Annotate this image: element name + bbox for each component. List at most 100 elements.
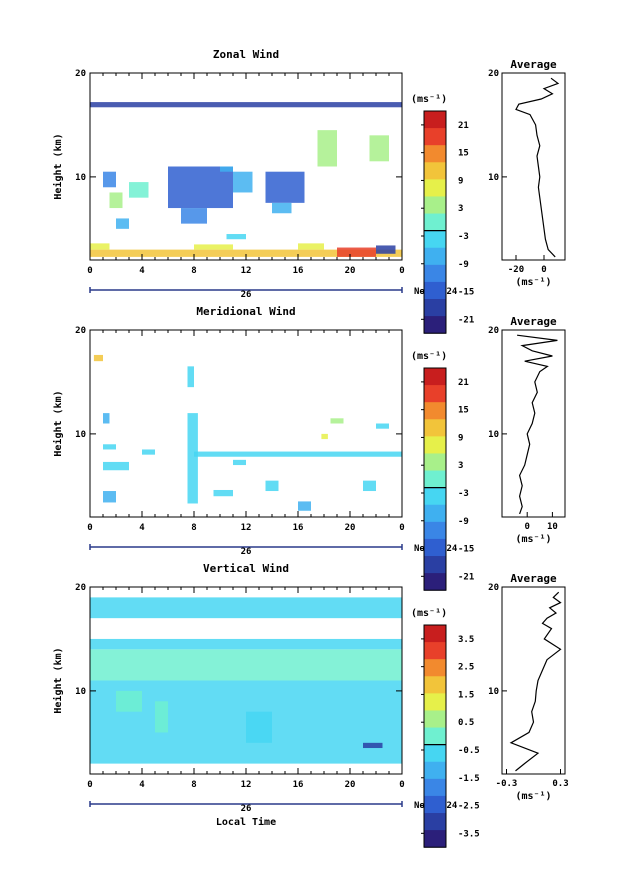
heatmap-cell — [155, 701, 168, 733]
y-axis-label: Height (km) — [52, 133, 64, 199]
colorbar-segment — [424, 196, 446, 215]
profile-frame — [501, 329, 566, 518]
heatmap-cell — [187, 366, 194, 388]
profile-x-tick-label: 0 — [524, 522, 529, 532]
colorbar-segment — [424, 230, 446, 249]
colorbar-segment — [424, 162, 446, 180]
colorbar-segment — [424, 538, 446, 557]
colorbar-tick-label: 3.5 — [458, 635, 474, 645]
colorbar-segment — [424, 281, 446, 300]
profile-title: Average — [510, 572, 557, 585]
profile-y-tick-label: 10 — [488, 430, 499, 440]
colorbar-segment — [424, 145, 446, 163]
colorbar-segment — [424, 573, 446, 591]
colorbar-unit: (ms⁻¹) — [411, 608, 447, 619]
panel-title: Vertical Wind — [203, 562, 289, 575]
heatmap-cell — [233, 171, 253, 193]
profile-line — [515, 77, 560, 258]
colorbar-segment — [424, 179, 446, 197]
heatmap-cell — [363, 480, 376, 492]
colorbar-segment — [424, 693, 446, 711]
colorbar-segment — [424, 487, 446, 506]
heatmap-cell — [103, 413, 110, 424]
colorbar-segment — [424, 813, 446, 831]
heatmap-cell — [246, 711, 272, 743]
heatmap-cell — [90, 597, 402, 619]
heatmap-cell — [90, 249, 402, 257]
colorbar-tick-label: 15 — [458, 406, 469, 416]
x-tick-label: 0 — [399, 780, 404, 790]
heatmap-cell — [321, 433, 328, 440]
y-tick-label: 10 — [75, 430, 86, 440]
profile-line — [509, 591, 562, 772]
profile-x-tick-label: -0.3 — [496, 779, 518, 789]
x-tick-label: 8 — [191, 266, 196, 276]
x-tick-label: 4 — [139, 780, 145, 790]
colorbar-segment — [424, 264, 446, 283]
x-tick-label: 20 — [345, 266, 356, 276]
plot-frame — [89, 329, 403, 518]
profile-x-unit: (ms⁻¹) — [515, 534, 551, 545]
x-tick-label: 0 — [87, 780, 92, 790]
x-tick-label: 12 — [241, 780, 252, 790]
profile-y-tick-label: 20 — [488, 583, 499, 593]
colorbar-segment — [424, 128, 446, 146]
heatmap-cell — [272, 202, 292, 214]
x-tick-label: 16 — [293, 266, 304, 276]
y-tick-label: 20 — [75, 583, 86, 593]
heatmap-cell — [369, 135, 389, 162]
heatmap-cell — [109, 192, 123, 209]
colorbar-segment — [424, 710, 446, 729]
day-label: 26 — [241, 547, 252, 557]
colorbar-tick-label: -2.5 — [458, 802, 480, 812]
x-tick-label: 0 — [87, 266, 92, 276]
colorbar-segment — [424, 299, 446, 317]
colorbar-segment — [424, 213, 446, 232]
colorbar-segment — [424, 247, 446, 266]
heatmap-cell — [168, 166, 233, 209]
colorbar-tick-label: -3 — [458, 489, 469, 499]
colorbar-tick-label: 15 — [458, 149, 469, 159]
colorbar-tick-label: 2.5 — [458, 663, 474, 673]
colorbar-unit: (ms⁻¹) — [411, 351, 447, 362]
heatmap-cell — [90, 649, 402, 681]
heatmap-cell — [103, 491, 116, 503]
colorbar-tick-label: -3.5 — [458, 829, 480, 839]
heatmap-cell — [265, 171, 305, 203]
colorbar-segment — [424, 402, 446, 420]
panel-title: Meridional Wind — [196, 305, 295, 318]
colorbar-tick-label: 9 — [458, 176, 463, 186]
colorbar-tick-label: 3 — [458, 461, 463, 471]
heatmap-cell — [194, 451, 402, 457]
x-tick-label: 4 — [139, 523, 145, 533]
colorbar-tick-label: 1.5 — [458, 690, 474, 700]
heatmap-cell — [90, 638, 402, 650]
heatmap-cell — [337, 247, 376, 257]
colorbar-segment — [424, 659, 446, 677]
colorbar-segment — [424, 676, 446, 694]
x-tick-label: 16 — [293, 523, 304, 533]
y-tick-label: 10 — [75, 687, 86, 697]
heatmap-cell — [90, 102, 402, 108]
heatmap-cell — [317, 130, 337, 167]
colorbar-tick-label: 0.5 — [458, 718, 474, 728]
heatmap-cell — [298, 243, 324, 250]
x-tick-label: 8 — [191, 780, 196, 790]
colorbar-tick-label: -3 — [458, 232, 469, 242]
profile-y-tick-label: 10 — [488, 173, 499, 183]
colorbar-segment — [424, 830, 446, 848]
heatmap-cell — [298, 501, 311, 511]
profile-x-tick-label: 10 — [547, 522, 558, 532]
heatmap-cell — [376, 423, 389, 429]
heatmap-cell — [116, 218, 129, 229]
colorbar-frame — [423, 110, 447, 334]
colorbar-tick-label: -0.5 — [458, 746, 480, 756]
panel-3: Vertical Wind 0 4 8 12 16 20 0 10 20 Height (km) 26… — [52, 562, 569, 848]
x-tick-label: 20 — [345, 780, 356, 790]
day-label: 26 — [241, 804, 252, 814]
profile-frame — [501, 72, 566, 261]
colorbar-tick-label: -15 — [458, 288, 474, 298]
colorbar-segment — [424, 727, 446, 746]
